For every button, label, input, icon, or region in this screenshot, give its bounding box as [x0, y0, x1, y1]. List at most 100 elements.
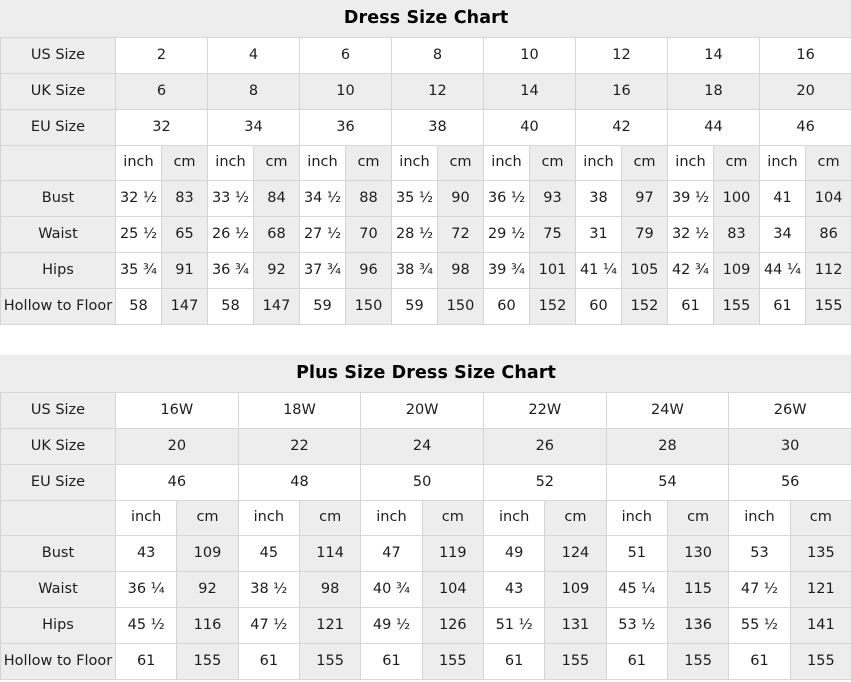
size-value-cell: 2 — [115, 37, 208, 74]
measurement-cell-inch: 58 — [115, 288, 162, 325]
unit-header-inch: inch — [115, 145, 162, 181]
row-label: Hips — [0, 607, 116, 644]
unit-header-cm: cm — [437, 145, 484, 181]
measurement-cell-inch: 49 — [482, 535, 546, 572]
measurement-cell-cm: 96 — [345, 252, 392, 289]
unit-header-cm: cm — [176, 500, 239, 536]
size-value-cell: 14 — [667, 37, 760, 74]
unit-header-cm: cm — [253, 145, 300, 181]
measurement-cell-inch: 36 ¾ — [207, 252, 254, 289]
measurement-cell-cm: 135 — [789, 535, 851, 572]
measurement-cell-cm: 86 — [804, 216, 851, 253]
size-value-cell: 32 — [115, 109, 208, 146]
measurement-cell-inch: 29 ½ — [483, 216, 530, 253]
measurement-cell-cm: 104 — [804, 180, 851, 217]
measurement-cell-cm: 152 — [529, 288, 576, 325]
table-row: EU Size 32 34 36 38 40 42 44 46 — [0, 109, 851, 146]
measurement-cell-inch: 47 ½ — [728, 571, 791, 608]
unit-header-inch: inch — [483, 145, 530, 181]
measurement-cell-cm: 147 — [161, 288, 208, 325]
measurement-cell-inch: 49 ½ — [360, 607, 423, 644]
size-value-cell: 14 — [483, 73, 576, 110]
measurement-cell-inch: 61 — [605, 643, 668, 680]
row-label: UK Size — [0, 73, 116, 110]
size-value-cell: 12 — [575, 37, 668, 74]
table-separator — [0, 325, 851, 355]
table-row: UK Size 20 22 24 26 28 30 — [0, 428, 851, 465]
size-value-cell: 46 — [758, 109, 851, 146]
measurement-cell-inch: 32 ½ — [115, 180, 162, 217]
measurement-cell-inch: 59 — [299, 288, 346, 325]
measurement-cell-cm: 112 — [804, 252, 851, 289]
size-value-cell: 50 — [360, 464, 484, 501]
unit-header-cm: cm — [529, 145, 576, 181]
measurement-cell-inch: 32 ½ — [667, 216, 714, 253]
measurement-cell-cm: 70 — [345, 216, 392, 253]
measurement-cell-inch: 36 ½ — [483, 180, 530, 217]
measurement-cell-inch: 35 ¾ — [115, 252, 162, 289]
size-value-cell: 22 — [237, 428, 362, 465]
measurement-cell-inch: 41 — [759, 180, 806, 217]
measurement-cell-cm: 98 — [437, 252, 484, 289]
measurement-cell-cm: 155 — [713, 288, 760, 325]
measurement-cell-inch: 35 ½ — [391, 180, 438, 217]
measurement-cell-inch: 33 ½ — [207, 180, 254, 217]
chart-title-row: Dress Size Chart — [0, 0, 851, 38]
unit-header-cm: cm — [666, 500, 730, 536]
table-row: UK Size 6 8 10 12 14 16 18 20 — [0, 73, 851, 110]
unit-header-cm: cm — [804, 145, 851, 181]
table-row: Bust 43 109 45 114 47 119 49 124 51 130 53 135 — [0, 535, 851, 572]
size-value-cell: 6 — [115, 73, 208, 110]
measurement-cell-cm: 141 — [789, 607, 851, 644]
size-value-cell: 10 — [483, 37, 576, 74]
size-value-cell: 44 — [667, 109, 760, 146]
row-label: Hollow to Floor — [0, 288, 116, 325]
measurement-cell-inch: 27 ½ — [299, 216, 346, 253]
row-label: UK Size — [0, 428, 116, 465]
measurement-cell-inch: 47 — [360, 535, 423, 572]
measurement-cell-cm: 83 — [161, 180, 208, 217]
measurement-cell-cm: 136 — [666, 607, 730, 644]
table-row: Hollow to Floor 58 147 58 147 59 150 59 150 60 152… — [0, 288, 851, 325]
measurement-cell-cm: 155 — [544, 643, 607, 680]
measurement-cell-cm: 105 — [621, 252, 668, 289]
size-value-cell: 28 — [605, 428, 730, 465]
unit-header-inch: inch — [728, 500, 791, 536]
unit-header-inch: inch — [299, 145, 346, 181]
measurement-cell-inch: 60 — [483, 288, 530, 325]
measurement-cell-cm: 116 — [176, 607, 239, 644]
measurement-cell-cm: 72 — [437, 216, 484, 253]
plus-size-dress-size-chart-table: Plus Size Dress Size Chart US Size 16W 18W 2… — [0, 355, 851, 680]
measurement-cell-cm: 155 — [804, 288, 851, 325]
measurement-cell-cm: 155 — [666, 643, 730, 680]
measurement-cell-inch: 60 — [575, 288, 622, 325]
measurement-cell-inch: 31 — [575, 216, 622, 253]
measurement-cell-cm: 92 — [253, 252, 300, 289]
measurement-cell-inch: 51 — [605, 535, 668, 572]
measurement-cell-inch: 38 ¾ — [391, 252, 438, 289]
measurement-cell-inch: 58 — [207, 288, 254, 325]
unit-header-inch: inch — [237, 500, 300, 536]
table-row: EU Size 46 48 50 52 54 56 — [0, 464, 851, 501]
unit-header-inch: inch — [360, 500, 423, 536]
measurement-cell-inch: 34 — [759, 216, 806, 253]
size-value-cell: 10 — [299, 73, 392, 110]
measurement-cell-inch: 61 — [360, 643, 423, 680]
size-value-cell: 42 — [575, 109, 668, 146]
measurement-cell-cm: 92 — [176, 571, 239, 608]
measurement-cell-cm: 121 — [298, 607, 362, 644]
measurement-cell-inch: 34 ½ — [299, 180, 346, 217]
chart-title: Dress Size Chart — [0, 0, 851, 38]
size-value-cell: 26W — [728, 392, 851, 429]
size-value-cell: 24 — [360, 428, 484, 465]
measurement-cell-cm: 75 — [529, 216, 576, 253]
row-label: Bust — [0, 180, 116, 217]
unit-header-cm: cm — [544, 500, 607, 536]
unit-header-inch: inch — [667, 145, 714, 181]
unit-header-cm: cm — [421, 500, 484, 536]
size-value-cell: 38 — [391, 109, 484, 146]
size-value-cell: 6 — [299, 37, 392, 74]
unit-header-inch: inch — [391, 145, 438, 181]
size-value-cell: 16W — [115, 392, 239, 429]
unit-header-cm: cm — [789, 500, 851, 536]
